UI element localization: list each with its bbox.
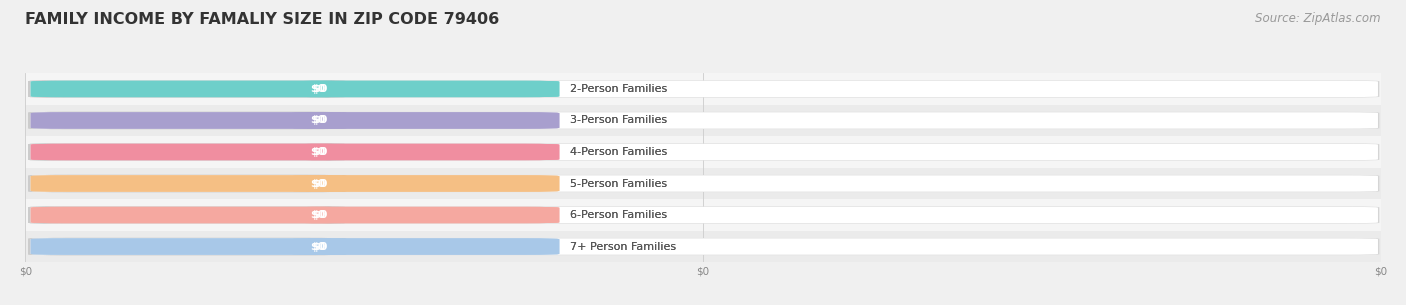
FancyBboxPatch shape: [30, 207, 1378, 223]
Text: 5-Person Families: 5-Person Families: [571, 178, 668, 188]
Text: $0: $0: [311, 84, 326, 94]
FancyBboxPatch shape: [31, 207, 560, 223]
Text: $0: $0: [311, 147, 326, 157]
FancyBboxPatch shape: [28, 143, 346, 161]
FancyBboxPatch shape: [292, 175, 346, 192]
Text: $0: $0: [312, 210, 328, 220]
FancyBboxPatch shape: [31, 81, 344, 97]
Text: $0: $0: [312, 84, 328, 94]
Text: 5-Person Families: 5-Person Families: [571, 178, 668, 188]
FancyBboxPatch shape: [28, 238, 346, 255]
FancyBboxPatch shape: [28, 143, 346, 161]
FancyBboxPatch shape: [25, 199, 1381, 231]
FancyBboxPatch shape: [25, 136, 1381, 168]
Text: $0: $0: [311, 242, 326, 252]
FancyBboxPatch shape: [30, 112, 1378, 129]
FancyBboxPatch shape: [31, 112, 344, 129]
FancyBboxPatch shape: [31, 238, 560, 255]
FancyBboxPatch shape: [31, 81, 344, 97]
FancyBboxPatch shape: [28, 80, 346, 98]
Text: 4-Person Families: 4-Person Families: [571, 147, 668, 157]
Text: $0: $0: [312, 242, 328, 252]
Text: 6-Person Families: 6-Person Families: [571, 210, 668, 220]
FancyBboxPatch shape: [31, 175, 344, 192]
FancyBboxPatch shape: [30, 81, 1378, 97]
FancyBboxPatch shape: [292, 238, 346, 255]
FancyBboxPatch shape: [292, 81, 346, 97]
Text: 2-Person Families: 2-Person Families: [571, 84, 668, 94]
FancyBboxPatch shape: [292, 207, 346, 223]
Text: FAMILY INCOME BY FAMALIY SIZE IN ZIP CODE 79406: FAMILY INCOME BY FAMALIY SIZE IN ZIP COD…: [25, 12, 499, 27]
FancyBboxPatch shape: [292, 238, 346, 255]
FancyBboxPatch shape: [31, 81, 560, 97]
FancyBboxPatch shape: [25, 231, 1381, 262]
FancyBboxPatch shape: [31, 207, 344, 223]
FancyBboxPatch shape: [28, 206, 1379, 224]
FancyBboxPatch shape: [28, 143, 1379, 160]
FancyBboxPatch shape: [292, 144, 346, 160]
Text: 3-Person Families: 3-Person Families: [571, 116, 668, 125]
FancyBboxPatch shape: [31, 207, 560, 223]
FancyBboxPatch shape: [292, 112, 346, 129]
FancyBboxPatch shape: [292, 175, 346, 192]
FancyBboxPatch shape: [28, 81, 1379, 98]
Text: 3-Person Families: 3-Person Families: [571, 116, 668, 125]
Text: Source: ZipAtlas.com: Source: ZipAtlas.com: [1256, 12, 1381, 25]
Text: 4-Person Families: 4-Person Families: [571, 147, 668, 157]
Text: $0: $0: [312, 116, 328, 125]
FancyBboxPatch shape: [30, 144, 1378, 160]
FancyBboxPatch shape: [31, 144, 560, 160]
Text: $0: $0: [312, 178, 328, 188]
FancyBboxPatch shape: [31, 175, 560, 192]
Text: 7+ Person Families: 7+ Person Families: [571, 242, 676, 252]
Text: $0: $0: [311, 116, 326, 125]
FancyBboxPatch shape: [28, 238, 1379, 255]
FancyBboxPatch shape: [28, 175, 346, 192]
FancyBboxPatch shape: [292, 144, 346, 160]
FancyBboxPatch shape: [292, 81, 346, 97]
FancyBboxPatch shape: [31, 112, 344, 129]
FancyBboxPatch shape: [31, 175, 344, 192]
FancyBboxPatch shape: [31, 112, 560, 129]
FancyBboxPatch shape: [28, 112, 346, 129]
FancyBboxPatch shape: [31, 238, 344, 255]
FancyBboxPatch shape: [31, 238, 344, 255]
Text: $0: $0: [311, 178, 326, 188]
Text: 2-Person Families: 2-Person Families: [571, 84, 668, 94]
FancyBboxPatch shape: [28, 238, 346, 255]
FancyBboxPatch shape: [28, 206, 346, 224]
FancyBboxPatch shape: [25, 73, 1381, 105]
FancyBboxPatch shape: [28, 112, 346, 129]
FancyBboxPatch shape: [292, 207, 346, 223]
FancyBboxPatch shape: [31, 175, 560, 192]
FancyBboxPatch shape: [28, 175, 346, 192]
FancyBboxPatch shape: [28, 206, 346, 224]
FancyBboxPatch shape: [31, 112, 560, 129]
FancyBboxPatch shape: [25, 168, 1381, 199]
FancyBboxPatch shape: [30, 175, 1378, 192]
FancyBboxPatch shape: [292, 112, 346, 129]
Text: 7+ Person Families: 7+ Person Families: [571, 242, 676, 252]
FancyBboxPatch shape: [31, 81, 560, 97]
FancyBboxPatch shape: [31, 144, 344, 160]
FancyBboxPatch shape: [25, 105, 1381, 136]
Text: $0: $0: [312, 147, 328, 157]
FancyBboxPatch shape: [31, 207, 344, 223]
FancyBboxPatch shape: [28, 80, 346, 98]
FancyBboxPatch shape: [30, 238, 1378, 255]
Text: 6-Person Families: 6-Person Families: [571, 210, 668, 220]
FancyBboxPatch shape: [28, 112, 1379, 129]
FancyBboxPatch shape: [31, 144, 560, 160]
FancyBboxPatch shape: [31, 238, 560, 255]
Text: $0: $0: [311, 210, 326, 220]
FancyBboxPatch shape: [28, 175, 1379, 192]
FancyBboxPatch shape: [31, 144, 344, 160]
